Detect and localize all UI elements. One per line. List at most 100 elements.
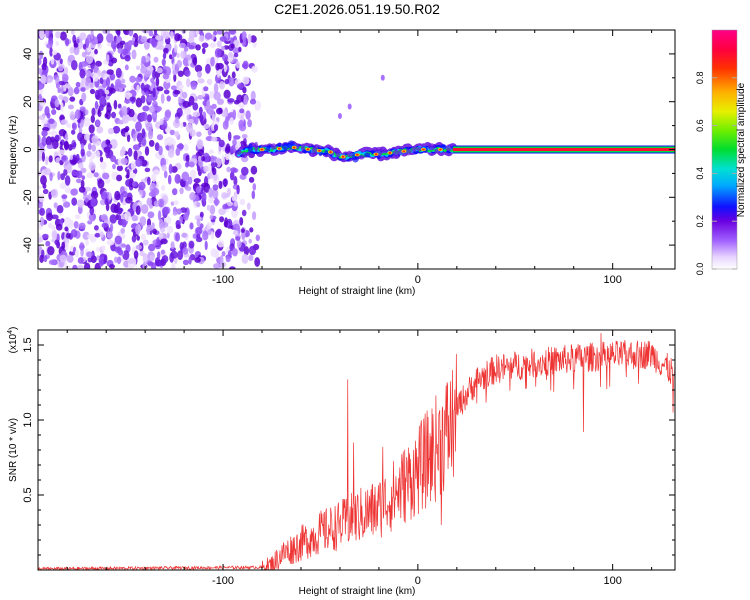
noise-blob: [95, 60, 102, 67]
noise-blob: [196, 218, 201, 227]
noise-blob: [51, 229, 58, 240]
snr-multiplier: (x104): [7, 327, 19, 354]
noise-blob: [228, 51, 233, 58]
noise-blob: [41, 119, 49, 125]
colorbar-ticks: 0.0 0.2 0.4 0.6 0.8: [695, 72, 737, 276]
noise-blob: [126, 134, 131, 143]
noise-blob: [207, 129, 212, 136]
noise-blob: [88, 162, 96, 171]
noise-blob: [77, 132, 84, 142]
noise-blob: [38, 83, 44, 91]
noise-blob: [218, 208, 226, 216]
colorbar-tick-label: 0.8: [695, 72, 705, 85]
noise-blob: [125, 174, 130, 179]
noise-blob: [170, 30, 174, 39]
noise-blob: [166, 95, 171, 102]
noise-blob: [128, 172, 136, 179]
noise-blob: [228, 77, 235, 87]
noise-blob: [146, 224, 153, 232]
noise-blob: [226, 201, 234, 207]
signal-blob: [247, 143, 253, 154]
noise-blob: [233, 99, 240, 105]
steady-line-core: [452, 148, 675, 151]
noise-blob: [185, 161, 189, 168]
noise-blob: [96, 246, 100, 252]
noise-blob: [140, 36, 148, 43]
noise-blob: [76, 199, 85, 208]
noise-blob: [78, 186, 86, 193]
noise-blob: [48, 259, 57, 265]
noise-blob: [124, 126, 130, 132]
noise-blob: [70, 188, 78, 196]
noise-blob: [90, 190, 99, 199]
noise-blob: [218, 107, 223, 114]
noise-blob: [209, 42, 216, 48]
noise-blob: [205, 63, 211, 74]
noise-blob: [248, 176, 255, 183]
noise-blob: [59, 85, 64, 94]
snr-x-label: Height of straight line (km): [299, 586, 416, 597]
noise-blob: [84, 186, 92, 192]
noise-blob: [218, 139, 225, 148]
noise-blob: [101, 245, 106, 251]
noise-blob: [180, 180, 186, 188]
noise-blob: [104, 89, 110, 95]
noise-blob: [203, 123, 210, 129]
noise-blob: [248, 254, 254, 261]
noise-blob: [104, 254, 108, 263]
colorbar-tick-label: 0.0: [695, 263, 705, 276]
signal-blob: [335, 148, 341, 158]
noise-blob: [113, 204, 119, 214]
noise-blob: [158, 145, 163, 156]
noise-blob: [152, 87, 156, 98]
noise-blob: [217, 240, 225, 248]
noise-blob: [229, 117, 234, 125]
noise-blob: [238, 119, 244, 129]
spectrogram-signal-track: [234, 74, 675, 163]
noise-blob: [118, 84, 127, 89]
noise-blob: [196, 139, 204, 150]
noise-blob: [201, 42, 209, 49]
noise-blob: [79, 242, 85, 251]
noise-blob: [39, 216, 45, 227]
signal-blob: [358, 155, 365, 160]
noise-blob: [73, 45, 80, 56]
noise-blob: [214, 48, 222, 58]
noise-blob: [71, 30, 75, 35]
noise-blob: [109, 214, 117, 224]
noise-blob: [211, 136, 218, 142]
noise-blob: [90, 197, 96, 208]
noise-blob: [53, 202, 58, 209]
noise-blob: [67, 86, 74, 97]
noise-blob: [81, 51, 87, 58]
noise-blob: [91, 144, 97, 152]
noise-blob: [228, 30, 236, 35]
noise-blob: [78, 222, 86, 230]
noise-blob: [196, 131, 202, 137]
noise-blob: [58, 80, 66, 86]
noise-blob: [106, 239, 115, 246]
noise-blob: [188, 256, 192, 265]
noise-blob: [165, 136, 174, 146]
noise-blob: [241, 209, 247, 217]
noise-blob: [108, 192, 112, 200]
y-tick-label: 0.5: [22, 487, 34, 502]
noise-blob: [91, 135, 99, 145]
noise-blob: [134, 76, 143, 83]
noise-blob: [74, 214, 81, 220]
signal-blob: [241, 151, 248, 159]
noise-blob: [183, 143, 189, 152]
signal-blob: [411, 146, 417, 153]
noise-blob: [182, 259, 189, 266]
noise-blob: [193, 178, 201, 184]
noise-blob: [79, 106, 86, 112]
noise-blob: [95, 119, 100, 127]
noise-blob: [242, 76, 250, 85]
noise-blob: [219, 255, 224, 265]
noise-blob: [184, 107, 191, 116]
noise-blob: [161, 58, 166, 66]
noise-blob: [61, 241, 66, 250]
noise-blob: [104, 198, 109, 206]
noise-blob: [243, 94, 248, 105]
noise-blob: [125, 196, 133, 204]
